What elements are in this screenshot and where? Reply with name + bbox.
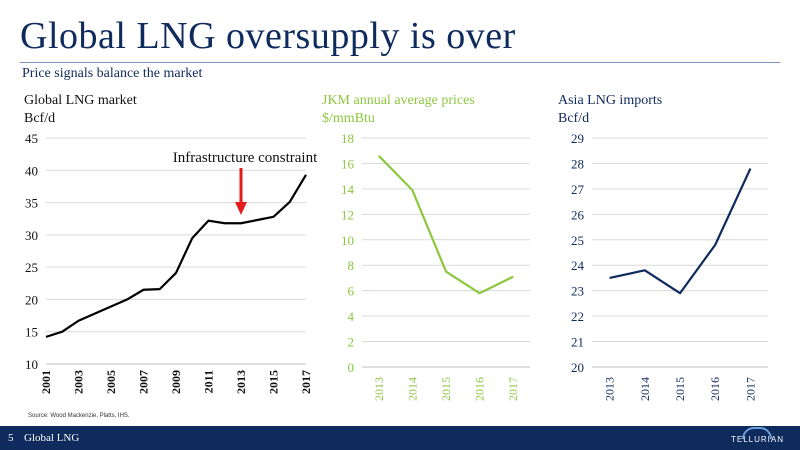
y-tick-label: 23	[571, 284, 584, 299]
page-number: 5	[8, 432, 14, 444]
y-tick-label: 8	[348, 258, 355, 273]
y-tick-label: 18	[341, 131, 354, 146]
y-tick-label: 12	[341, 207, 354, 222]
y-tick-label: 15	[25, 325, 38, 340]
y-tick-label: 4	[348, 309, 355, 324]
y-tick-label: 21	[571, 335, 584, 350]
x-tick-label: 2013	[372, 377, 386, 401]
y-tick-label: 10	[25, 357, 38, 372]
title-divider	[20, 62, 780, 63]
x-tick-label: 2013	[234, 370, 248, 394]
x-tick-label: 2015	[439, 377, 453, 401]
y-tick-label: 35	[25, 196, 38, 211]
series-line	[378, 155, 514, 295]
chart-2: 0 2 4 6 8 10 12 14 16 18 2013 2014 2015 2016 2017	[341, 131, 530, 401]
y-tick-label: 29	[571, 131, 584, 146]
y-tick-label: 20	[571, 360, 584, 375]
y-tick-label: 20	[25, 292, 38, 307]
annotation-text: Infrastructure constraint	[173, 150, 318, 166]
x-tick-label: 2014	[638, 377, 652, 401]
x-tick-label: 2015	[267, 370, 281, 394]
y-tick-label: 26	[571, 207, 585, 222]
x-tick-label: 2016	[708, 377, 722, 401]
y-tick-label: 10	[341, 233, 354, 248]
y-tick-label: 40	[25, 163, 38, 178]
y-tick-label: 27	[571, 182, 585, 197]
chart-3-title: Asia LNG imports	[558, 93, 663, 108]
x-tick-label: 2011	[202, 370, 216, 393]
y-tick-label: 24	[571, 258, 585, 273]
chart-3: 20 21 22 23 24 25 26 27 28 29 2013 2014 2015 2016 2017	[571, 131, 768, 401]
x-tick-label: 2015	[673, 377, 687, 401]
chart-2-title: JKM annual average prices	[322, 93, 475, 108]
series-line	[609, 168, 752, 295]
x-tick-label: 2013	[603, 377, 617, 401]
y-tick-label: 22	[571, 309, 584, 324]
x-tick-label: 2014	[405, 377, 419, 401]
chart-1-unit: Bcf/d	[24, 111, 56, 126]
chart-1-heading: Global LNG market Bcf/d	[24, 92, 137, 128]
y-tick-label: 0	[348, 360, 355, 375]
y-tick-label: 2	[348, 335, 355, 350]
chart-1: 10 15 20 25 30 35 40 45 2001 2003 2005 2007 2009 2011…	[25, 131, 318, 394]
chart-2-heading: JKM annual average prices $/mmBtu	[322, 92, 475, 128]
footer-bar: 5 Global LNG TELLURIAN	[0, 426, 800, 450]
slide-title: Global LNG oversupply is over	[20, 15, 516, 57]
x-tick-label: 2017	[299, 370, 313, 394]
chart-3-unit: Bcf/d	[558, 111, 590, 126]
tellurian-logo: TELLURIAN	[730, 435, 784, 444]
y-tick-label: 6	[348, 284, 355, 299]
source-note: Source: Wood Mackenzie, Platts, IHS.	[28, 413, 130, 419]
x-tick-label: 2001	[39, 370, 53, 394]
chart-1-title: Global LNG market	[24, 93, 137, 108]
y-tick-label: 25	[25, 260, 38, 275]
x-tick-label: 2016	[473, 377, 487, 401]
x-tick-label: 2017	[743, 377, 757, 401]
series-line	[45, 174, 307, 338]
x-tick-label: 2003	[72, 370, 86, 394]
annotation-arrow-head	[235, 202, 247, 215]
footer-label: Global LNG	[24, 432, 80, 444]
x-tick-label: 2017	[506, 377, 520, 401]
x-tick-label: 2005	[104, 370, 118, 394]
y-tick-label: 28	[571, 156, 584, 171]
chart-3-heading: Asia LNG imports Bcf/d	[558, 92, 662, 128]
y-tick-label: 16	[341, 156, 355, 171]
x-tick-label: 2009	[169, 370, 183, 394]
y-tick-label: 14	[341, 182, 355, 197]
y-tick-label: 45	[25, 131, 38, 146]
slide-subtitle: Price signals balance the market	[22, 66, 203, 81]
x-tick-label: 2007	[137, 370, 151, 394]
y-tick-label: 30	[25, 228, 38, 243]
y-tick-label: 25	[571, 233, 584, 248]
chart-2-unit: $/mmBtu	[322, 111, 375, 126]
